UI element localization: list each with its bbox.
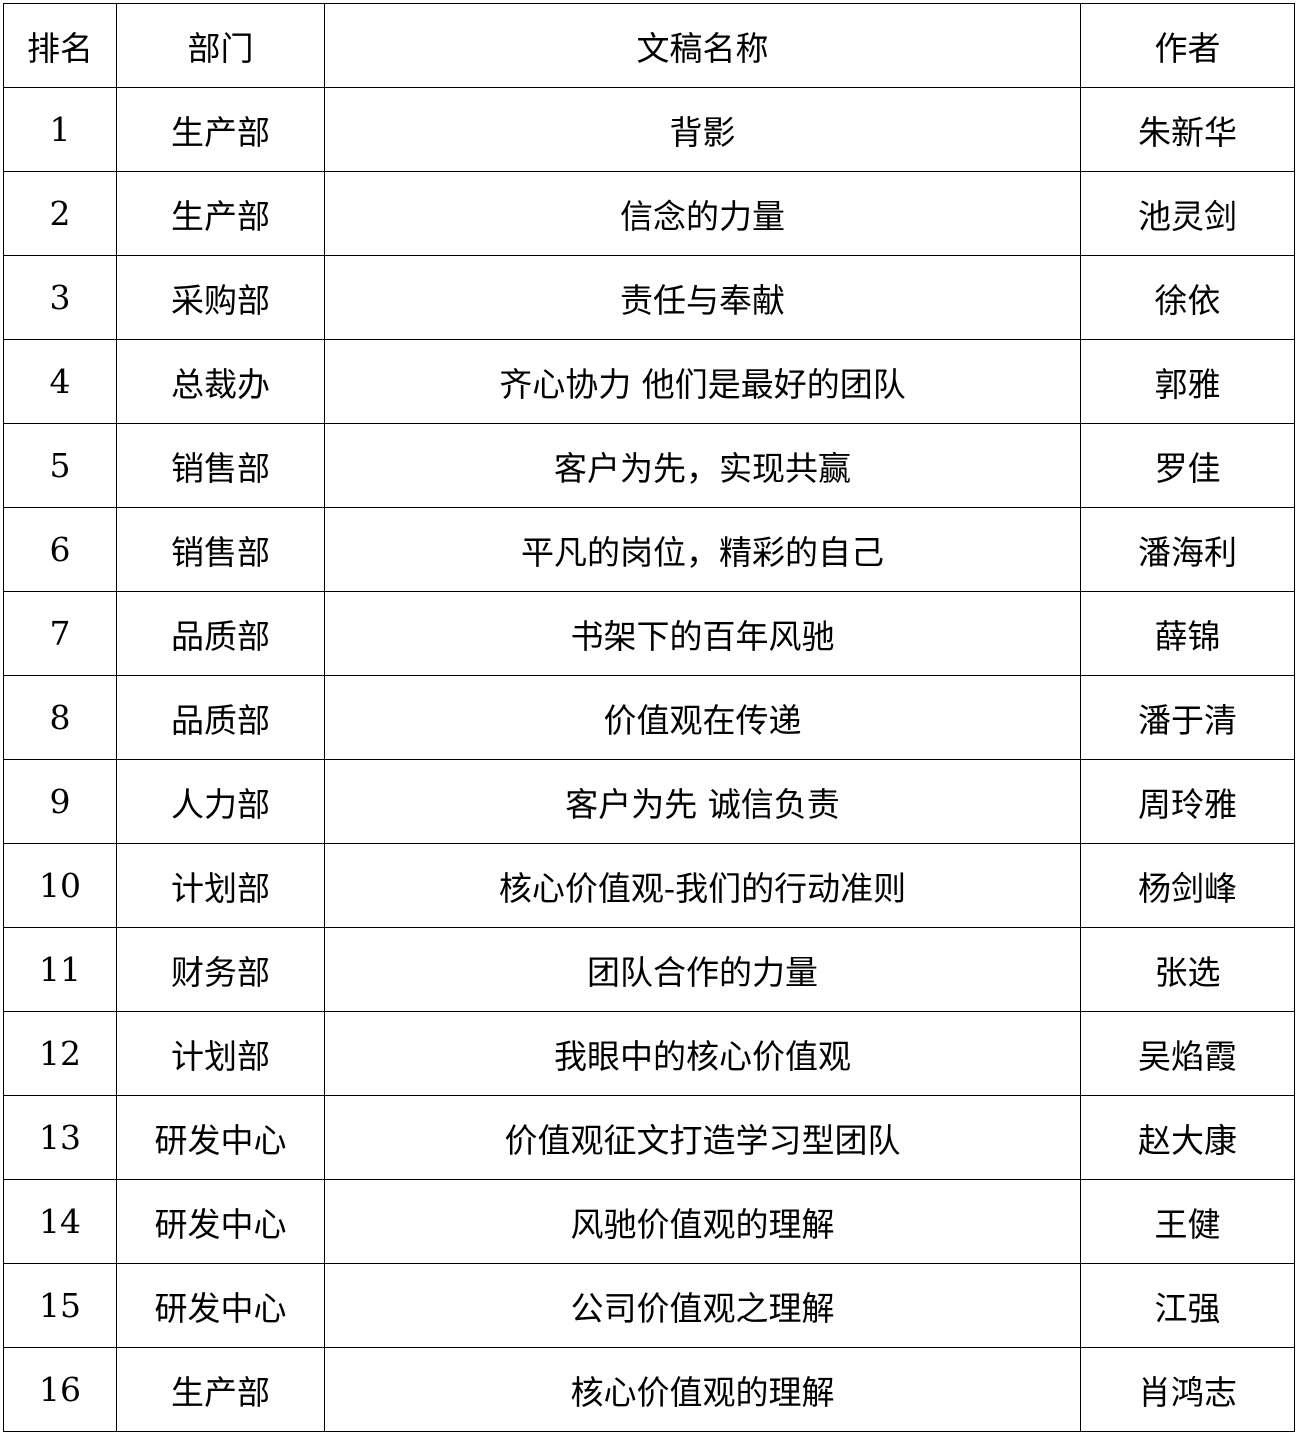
cell-title: 客户为先 诚信负责 bbox=[324, 759, 1081, 844]
cell-rank: 2 bbox=[3, 171, 117, 256]
table-row: 15 研发中心 公司价值观之理解 江强 bbox=[3, 1263, 1295, 1348]
header-department: 部门 bbox=[116, 3, 325, 88]
cell-title: 价值观征文打造学习型团队 bbox=[324, 1095, 1081, 1180]
cell-author: 池灵剑 bbox=[1080, 171, 1295, 256]
cell-department: 品质部 bbox=[116, 591, 325, 676]
cell-author: 赵大康 bbox=[1080, 1095, 1295, 1180]
cell-department: 生产部 bbox=[116, 87, 325, 172]
cell-title: 背影 bbox=[324, 87, 1081, 172]
cell-rank: 5 bbox=[3, 423, 117, 508]
table-row: 8 品质部 价值观在传递 潘于清 bbox=[3, 675, 1295, 760]
cell-author: 肖鸿志 bbox=[1080, 1347, 1295, 1432]
cell-rank: 4 bbox=[3, 339, 117, 424]
table-row: 2 生产部 信念的力量 池灵剑 bbox=[3, 171, 1295, 256]
table-row: 1 生产部 背影 朱新华 bbox=[3, 87, 1295, 172]
table-row: 5 销售部 客户为先，实现共赢 罗佳 bbox=[3, 423, 1295, 508]
table-row: 7 品质部 书架下的百年风驰 薛锦 bbox=[3, 591, 1295, 676]
cell-rank: 16 bbox=[3, 1347, 117, 1432]
cell-author: 吴焰霞 bbox=[1080, 1011, 1295, 1096]
cell-author: 江强 bbox=[1080, 1263, 1295, 1348]
cell-rank: 11 bbox=[3, 927, 117, 1012]
table-row: 12 计划部 我眼中的核心价值观 吴焰霞 bbox=[3, 1011, 1295, 1096]
cell-title: 公司价值观之理解 bbox=[324, 1263, 1081, 1348]
cell-department: 研发中心 bbox=[116, 1095, 325, 1180]
cell-department: 计划部 bbox=[116, 843, 325, 928]
cell-department: 生产部 bbox=[116, 1347, 325, 1432]
cell-department: 销售部 bbox=[116, 423, 325, 508]
cell-author: 王健 bbox=[1080, 1179, 1295, 1264]
cell-department: 销售部 bbox=[116, 507, 325, 592]
cell-rank: 13 bbox=[3, 1095, 117, 1180]
cell-title: 核心价值观-我们的行动准则 bbox=[324, 843, 1081, 928]
cell-title: 齐心协力 他们是最好的团队 bbox=[324, 339, 1081, 424]
cell-title: 书架下的百年风驰 bbox=[324, 591, 1081, 676]
cell-rank: 12 bbox=[3, 1011, 117, 1096]
table-row: 10 计划部 核心价值观-我们的行动准则 杨剑峰 bbox=[3, 843, 1295, 928]
cell-department: 研发中心 bbox=[116, 1263, 325, 1348]
cell-author: 潘于清 bbox=[1080, 675, 1295, 760]
essay-ranking-table: 排名 部门 文稿名称 作者 1 生产部 背影 朱新华 2 生产部 信念的力量 池灵剑 3 采购部责… bbox=[3, 3, 1295, 1432]
cell-author: 薛锦 bbox=[1080, 591, 1295, 676]
cell-title: 团队合作的力量 bbox=[324, 927, 1081, 1012]
table-row: 11 财务部 团队合作的力量 张选 bbox=[3, 927, 1295, 1012]
cell-department: 总裁办 bbox=[116, 339, 325, 424]
cell-department: 人力部 bbox=[116, 759, 325, 844]
cell-department: 生产部 bbox=[116, 171, 325, 256]
cell-author: 张选 bbox=[1080, 927, 1295, 1012]
header-author: 作者 bbox=[1080, 3, 1295, 88]
cell-rank: 1 bbox=[3, 87, 117, 172]
cell-title: 我眼中的核心价值观 bbox=[324, 1011, 1081, 1096]
cell-author: 徐依 bbox=[1080, 255, 1295, 340]
cell-author: 罗佳 bbox=[1080, 423, 1295, 508]
cell-title: 信念的力量 bbox=[324, 171, 1081, 256]
cell-author: 潘海利 bbox=[1080, 507, 1295, 592]
table-row: 14 研发中心 风驰价值观的理解 王健 bbox=[3, 1179, 1295, 1264]
cell-department: 品质部 bbox=[116, 675, 325, 760]
header-rank: 排名 bbox=[3, 3, 117, 88]
cell-rank: 14 bbox=[3, 1179, 117, 1264]
cell-author: 朱新华 bbox=[1080, 87, 1295, 172]
cell-title: 价值观在传递 bbox=[324, 675, 1081, 760]
cell-rank: 3 bbox=[3, 255, 117, 340]
table-row: 3 采购部 责任与奉献 徐依 bbox=[3, 255, 1295, 340]
cell-title: 风驰价值观的理解 bbox=[324, 1179, 1081, 1264]
table-row: 4 总裁办 齐心协力 他们是最好的团队 郭雅 bbox=[3, 339, 1295, 424]
header-title: 文稿名称 bbox=[324, 3, 1081, 88]
cell-department: 计划部 bbox=[116, 1011, 325, 1096]
cell-title: 责任与奉献 bbox=[324, 255, 1081, 340]
table-row: 9 人力部 客户为先 诚信负责 周玲雅 bbox=[3, 759, 1295, 844]
cell-title: 平凡的岗位，精彩的自己 bbox=[324, 507, 1081, 592]
cell-department: 研发中心 bbox=[116, 1179, 325, 1264]
cell-author: 杨剑峰 bbox=[1080, 843, 1295, 928]
cell-department: 财务部 bbox=[116, 927, 325, 1012]
table-row: 6 销售部 平凡的岗位，精彩的自己 潘海利 bbox=[3, 507, 1295, 592]
cell-rank: 10 bbox=[3, 843, 117, 928]
cell-rank: 7 bbox=[3, 591, 117, 676]
cell-title: 客户为先，实现共赢 bbox=[324, 423, 1081, 508]
cell-rank: 6 bbox=[3, 507, 117, 592]
cell-author: 郭雅 bbox=[1080, 339, 1295, 424]
cell-author: 周玲雅 bbox=[1080, 759, 1295, 844]
cell-title: 核心价值观的理解 bbox=[324, 1347, 1081, 1432]
cell-department: 采购部 bbox=[116, 255, 325, 340]
table-row: 13 研发中心 价值观征文打造学习型团队 赵大康 bbox=[3, 1095, 1295, 1180]
table-header-row: 排名 部门 文稿名称 作者 bbox=[3, 3, 1295, 88]
cell-rank: 9 bbox=[3, 759, 117, 844]
cell-rank: 15 bbox=[3, 1263, 117, 1348]
table-row: 16 生产部 核心价值观的理解 肖鸿志 bbox=[3, 1347, 1295, 1432]
cell-rank: 8 bbox=[3, 675, 117, 760]
